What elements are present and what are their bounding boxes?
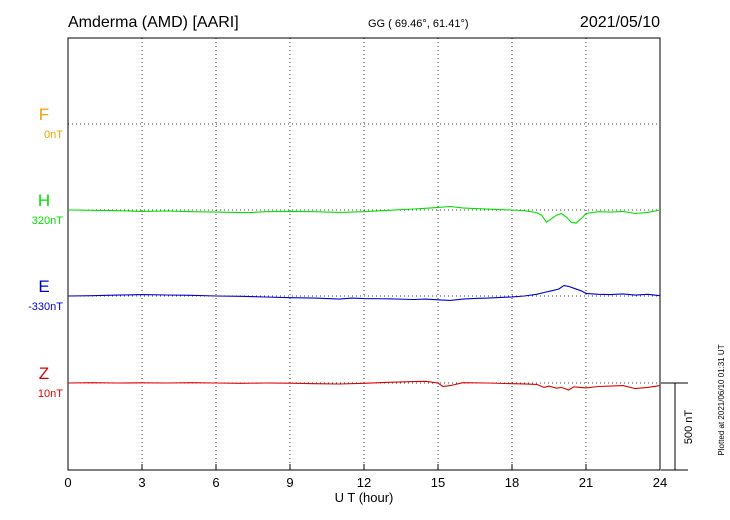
baseline-value-e: -330nT <box>28 301 63 313</box>
component-name-f: F <box>39 105 49 124</box>
plotted-note: Plotted at 2021/06/10 01:31 UT <box>717 344 726 455</box>
component-name-h: H <box>38 191 50 210</box>
series-line-z <box>67 380 661 391</box>
grid-lines <box>141 38 587 470</box>
baseline-value-z: 10nT <box>38 388 63 400</box>
x-tick-label: 0 <box>64 475 71 490</box>
series-line-h <box>67 205 661 224</box>
x-tick-label: 18 <box>505 475 519 490</box>
x-tick-label: 3 <box>138 475 145 490</box>
series-group <box>67 205 661 391</box>
x-tick-label: 12 <box>357 475 371 490</box>
x-tick-label: 21 <box>579 475 593 490</box>
date-label: 2021/05/10 <box>580 14 660 31</box>
geo-coordinates: GG ( 69.46°, 61.41°) <box>368 18 469 30</box>
component-name-z: Z <box>39 364 49 383</box>
station-title: Amderma (AMD) [AARI] <box>68 14 239 31</box>
component-labels: F 0nT H 320nT E -330nT Z 10nT <box>28 105 63 400</box>
x-tick-label: 24 <box>653 475 667 490</box>
x-axis-ticks: 0 3 6 9 12 15 18 21 24 <box>64 464 667 490</box>
scale-label: 500 nT <box>683 410 695 445</box>
x-tick-label: 6 <box>212 475 219 490</box>
baseline-value-f: 0nT <box>44 129 63 141</box>
series-line-e <box>67 285 661 301</box>
x-axis-label: U T (hour) <box>335 490 394 505</box>
x-tick-label: 15 <box>431 475 445 490</box>
x-tick-label: 9 <box>286 475 293 490</box>
component-name-e: E <box>38 277 49 296</box>
baseline-value-h: 320nT <box>32 215 63 227</box>
